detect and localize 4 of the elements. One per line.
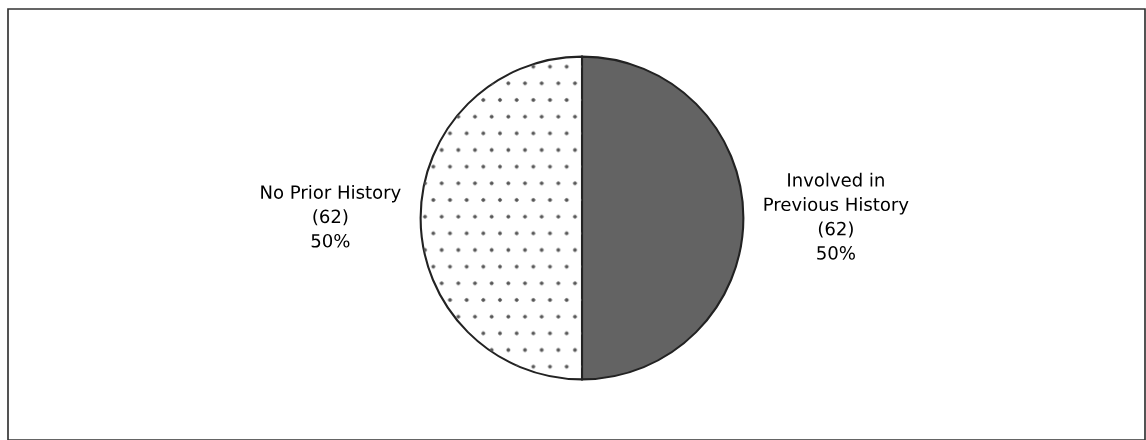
slice-label: No Prior History (261, 184, 401, 203)
data-label: (62) 50% (311, 209, 350, 248)
slice-label: Involved in Previous History (764, 172, 909, 215)
data-label: (62) 50% (817, 221, 855, 260)
